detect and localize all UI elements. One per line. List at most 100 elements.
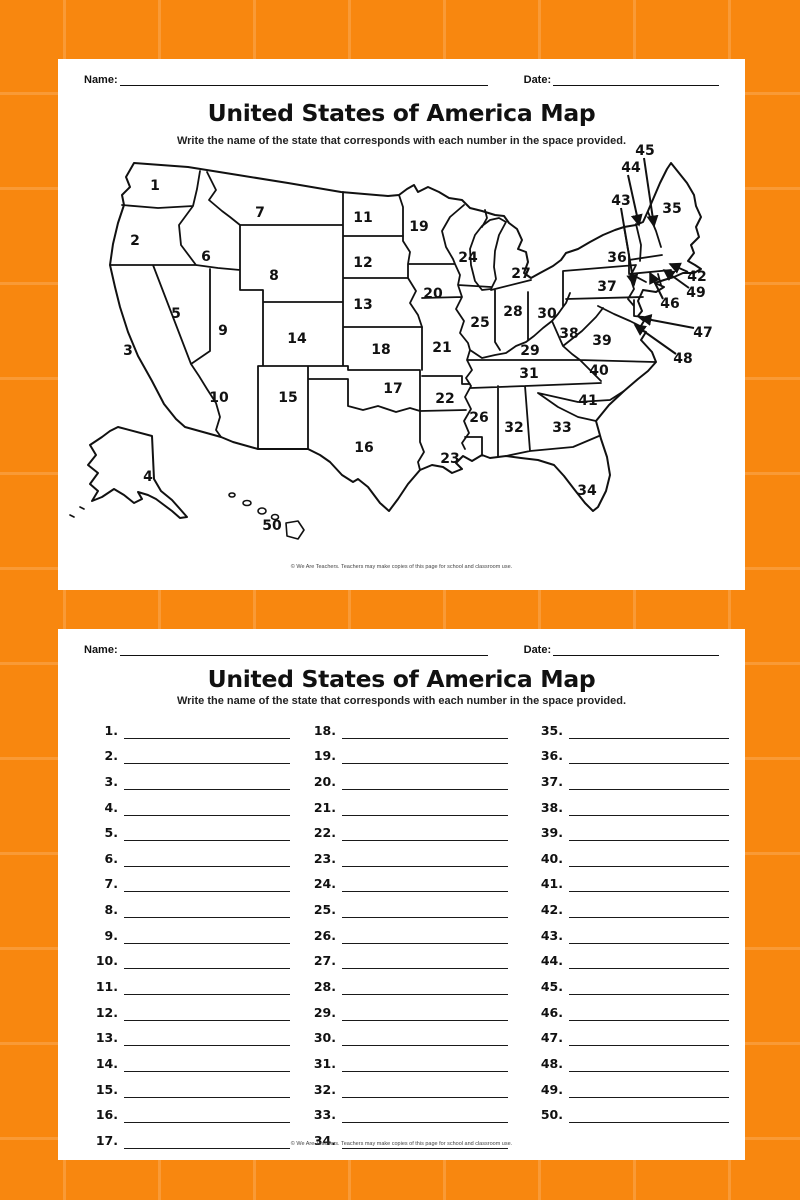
state-number-48: 48 xyxy=(673,351,692,367)
answer-row-41: 41. xyxy=(539,867,729,893)
answer-number: 2. xyxy=(104,748,118,764)
date-input-line xyxy=(553,643,719,656)
answer-number: 8. xyxy=(104,902,118,918)
answer-number: 26. xyxy=(313,927,336,943)
answer-blank-line xyxy=(124,1107,290,1124)
state-number-6: 6 xyxy=(201,249,211,265)
page-subtitle: Write the name of the state that corresp… xyxy=(176,695,627,707)
answer-blank-line xyxy=(124,1082,290,1098)
state-number-2: 2 xyxy=(130,233,140,249)
state-number-15: 15 xyxy=(278,390,297,406)
answer-row-17: 17. xyxy=(94,1123,290,1149)
state-number-34: 34 xyxy=(577,483,597,499)
page-subtitle: Write the name of the state that corresp… xyxy=(176,135,627,147)
answer-number: 50. xyxy=(540,1107,563,1123)
answer-blank-line xyxy=(342,1056,508,1072)
state-number-29: 29 xyxy=(520,343,539,359)
answer-row-31: 31. xyxy=(312,1046,508,1072)
answer-number: 40. xyxy=(540,850,563,866)
answer-row-4: 4. xyxy=(94,790,290,816)
answer-number: 28. xyxy=(313,979,336,995)
answer-blank-line xyxy=(342,902,508,919)
answer-row-29: 29. xyxy=(312,995,508,1021)
date-input-line xyxy=(553,73,719,86)
answer-number: 17. xyxy=(95,1132,118,1148)
answer-row-21: 21. xyxy=(312,790,508,816)
answer-row-38: 38. xyxy=(539,790,729,816)
answer-row-35: 35. xyxy=(539,713,729,739)
state-number-33: 33 xyxy=(552,420,571,436)
copyright-footer: © We Are Teachers. Teachers may make cop… xyxy=(290,564,513,570)
answer-row-8: 8. xyxy=(94,892,290,919)
answer-blank-line xyxy=(569,1056,729,1072)
answer-blank-line xyxy=(342,723,508,739)
answer-blank-line xyxy=(569,800,729,816)
callout-arrow-46 xyxy=(649,271,664,300)
answer-blank-line xyxy=(569,723,729,739)
state-number-36: 36 xyxy=(607,250,626,266)
answer-number: 7. xyxy=(104,876,118,892)
worksheet-map-page: Name: Date: United States of America Map… xyxy=(58,59,745,590)
answer-blank-line xyxy=(342,1005,508,1021)
copyright-footer: © We Are Teachers. Teachers may make cop… xyxy=(290,1141,513,1147)
state-number-40: 40 xyxy=(589,363,609,379)
state-number-45: 45 xyxy=(635,143,654,159)
answer-number: 13. xyxy=(95,1030,118,1046)
state-number-21: 21 xyxy=(432,340,451,356)
answer-number: 27. xyxy=(313,953,336,969)
answer-number: 14. xyxy=(95,1055,118,1071)
answer-row-23: 23. xyxy=(312,841,508,867)
name-label: Name: xyxy=(84,644,118,656)
answer-row-46: 46. xyxy=(539,995,729,1021)
state-borders-east xyxy=(537,211,672,422)
answer-row-24: 24. xyxy=(312,867,508,893)
answer-blank-line xyxy=(569,825,729,842)
answer-blank-line xyxy=(569,1005,729,1021)
state-number-9: 9 xyxy=(218,323,228,339)
state-number-31: 31 xyxy=(519,366,538,382)
state-number-44: 44 xyxy=(621,160,641,176)
answer-number: 32. xyxy=(313,1081,336,1097)
answer-number: 5. xyxy=(104,825,118,841)
answer-number: 1. xyxy=(104,722,118,738)
answer-number: 43. xyxy=(540,927,563,943)
answer-row-48: 48. xyxy=(539,1046,729,1072)
answer-row-44: 44. xyxy=(539,944,729,970)
answer-number: 25. xyxy=(313,902,336,918)
answer-blank-line xyxy=(342,1133,508,1149)
state-number-13: 13 xyxy=(353,297,372,313)
answer-number: 47. xyxy=(540,1030,563,1046)
answer-blank-line xyxy=(124,876,290,893)
answer-row-6: 6. xyxy=(94,841,290,867)
answer-blank-line xyxy=(569,876,729,893)
answer-row-50: 50. xyxy=(539,1098,729,1124)
answer-row-40: 40. xyxy=(539,841,729,867)
answer-blank-line xyxy=(342,928,508,944)
state-number-14: 14 xyxy=(287,331,307,347)
state-number-4: 4 xyxy=(143,469,153,485)
answer-number: 11. xyxy=(95,979,118,995)
state-number-32: 32 xyxy=(504,420,523,436)
header-row: Name: Date: xyxy=(84,643,719,656)
answer-number: 34. xyxy=(313,1132,336,1148)
answer-blank-line xyxy=(342,1030,508,1047)
answer-row-20: 20. xyxy=(312,764,508,790)
answer-row-7: 7. xyxy=(94,867,290,893)
state-number-11: 11 xyxy=(353,210,372,226)
date-label: Date: xyxy=(523,74,552,86)
answer-number: 33. xyxy=(313,1107,336,1123)
answer-row-16: 16. xyxy=(94,1098,290,1124)
page-title: United States of America Map xyxy=(207,665,596,693)
answer-number: 48. xyxy=(540,1055,563,1071)
state-number-1: 1 xyxy=(150,178,160,194)
answer-number: 4. xyxy=(104,799,118,815)
state-number-7: 7 xyxy=(255,205,265,221)
state-number-18: 18 xyxy=(371,342,390,358)
answer-blank-line xyxy=(124,979,290,996)
answer-row-12: 12. xyxy=(94,995,290,1021)
callout-arrow-47 xyxy=(639,314,695,329)
answer-row-13: 13. xyxy=(94,1021,290,1047)
answer-blank-line xyxy=(124,774,290,790)
us-map: 1234567891011121314151617181920212223242… xyxy=(69,143,713,540)
